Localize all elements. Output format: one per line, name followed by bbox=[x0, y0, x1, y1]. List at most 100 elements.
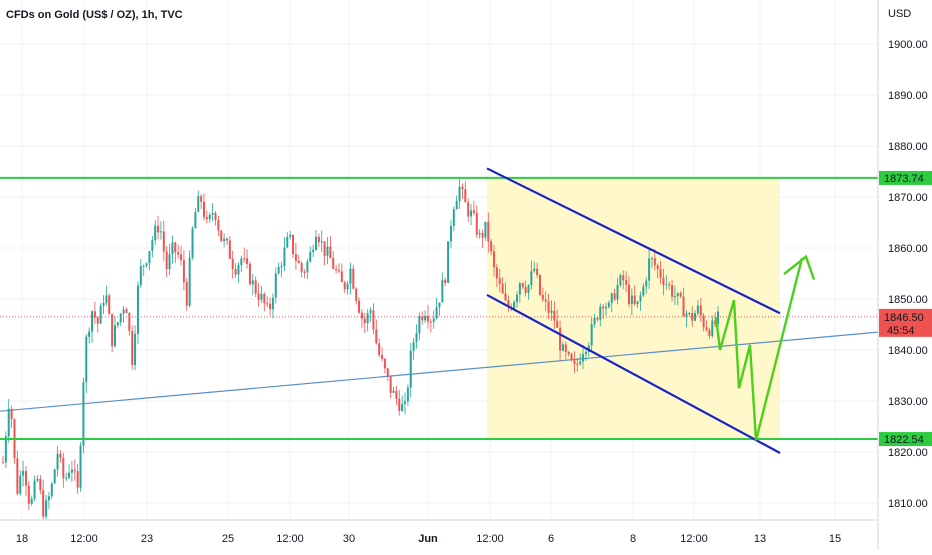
candle-body bbox=[421, 316, 424, 321]
candle-body bbox=[79, 445, 82, 488]
candle-body bbox=[717, 311, 719, 325]
candle-body bbox=[274, 273, 277, 298]
candle-body bbox=[231, 258, 234, 270]
candle-body bbox=[47, 496, 50, 501]
candle-body bbox=[645, 280, 648, 287]
channel-lower-line[interactable] bbox=[486, 293, 781, 454]
current-price-tag bbox=[879, 308, 932, 337]
candle-body bbox=[688, 313, 691, 315]
candle-body bbox=[286, 237, 289, 248]
candle-body bbox=[326, 246, 329, 256]
candle-body bbox=[636, 301, 639, 304]
projection-path[interactable] bbox=[714, 257, 804, 441]
candle-body bbox=[613, 293, 616, 300]
candle-body bbox=[602, 306, 605, 309]
candle-body bbox=[165, 251, 168, 270]
channel-highlight bbox=[487, 177, 780, 440]
candle-body bbox=[349, 268, 352, 284]
time-axis[interactable]: 18 12:00 23 25 12:00 30 Jun 12:00 6 8 12:00 13 15 bbox=[0, 519, 878, 545]
price-axis[interactable]: 1900.00 1890.00 1880.00 1870.00 1860.00 1850.… bbox=[877, 0, 928, 550]
candle-body bbox=[556, 320, 559, 328]
candle-body bbox=[432, 318, 435, 322]
candle-body bbox=[570, 354, 573, 361]
candle-body bbox=[312, 249, 315, 252]
candle-body bbox=[194, 211, 197, 229]
candle-body bbox=[154, 225, 157, 241]
candle-body bbox=[481, 232, 484, 238]
candle-body bbox=[369, 310, 372, 314]
candle-body bbox=[579, 361, 582, 364]
candle-body bbox=[685, 313, 688, 317]
time-tick-label: 23 bbox=[141, 533, 153, 545]
candle-body bbox=[576, 363, 579, 365]
candle-body bbox=[228, 240, 231, 259]
candle-body bbox=[200, 196, 203, 202]
candle-body bbox=[234, 269, 237, 275]
candles bbox=[2, 178, 719, 520]
candle-body bbox=[538, 274, 541, 295]
candle-body bbox=[495, 267, 498, 279]
candle-body bbox=[656, 265, 659, 269]
candle-body bbox=[73, 469, 76, 472]
candle-body bbox=[237, 265, 240, 275]
candle-body bbox=[108, 295, 111, 315]
price-tick-label: 1860.00 bbox=[888, 243, 928, 255]
candle-body bbox=[458, 186, 461, 202]
candle-body bbox=[96, 317, 99, 324]
candle-body bbox=[257, 293, 260, 300]
candle-body bbox=[297, 260, 300, 263]
candle-body bbox=[619, 275, 622, 286]
candle-body bbox=[714, 320, 717, 325]
time-tick-label: 8 bbox=[630, 533, 636, 545]
candle-body bbox=[398, 398, 401, 411]
candle-body bbox=[27, 485, 30, 504]
candle-body bbox=[435, 307, 438, 319]
candle-body bbox=[493, 251, 496, 268]
candle-body bbox=[45, 500, 48, 517]
candle-body bbox=[444, 279, 447, 283]
candle-body bbox=[533, 268, 536, 272]
candle-body bbox=[386, 368, 389, 377]
candle-body bbox=[665, 284, 668, 286]
candle-body bbox=[289, 234, 292, 238]
candle-body bbox=[504, 293, 507, 301]
channel-upper-line[interactable] bbox=[486, 167, 781, 315]
candle-body bbox=[559, 327, 562, 351]
candle-body bbox=[128, 313, 131, 331]
candle-body bbox=[248, 263, 251, 285]
price-tick-label: 1810.00 bbox=[888, 498, 928, 510]
candle-body bbox=[642, 286, 645, 296]
candle-body bbox=[174, 242, 177, 253]
candle-body bbox=[62, 457, 65, 479]
candle-body bbox=[668, 284, 671, 286]
price-tick-label: 1830.00 bbox=[888, 396, 928, 408]
candle-body bbox=[699, 305, 702, 316]
candle-body bbox=[168, 254, 171, 270]
candle-body bbox=[662, 277, 665, 286]
time-tick-label: 12:00 bbox=[70, 533, 98, 545]
candle-body bbox=[464, 189, 467, 203]
trend-line[interactable] bbox=[0, 331, 879, 412]
candle-body bbox=[111, 314, 114, 347]
candle-body bbox=[708, 330, 711, 336]
time-tick-label: 12:00 bbox=[276, 533, 304, 545]
candle-body bbox=[682, 296, 685, 317]
candle-body bbox=[131, 330, 134, 366]
candle-body bbox=[76, 471, 79, 488]
candle-body bbox=[676, 292, 679, 297]
candle-body bbox=[418, 316, 421, 334]
candle-body bbox=[550, 310, 553, 313]
candle-body bbox=[317, 236, 320, 243]
candle-body bbox=[214, 212, 217, 221]
candle-body bbox=[93, 311, 96, 318]
level-price-tag bbox=[879, 432, 932, 447]
candle-body bbox=[203, 201, 206, 218]
candle-body bbox=[171, 242, 174, 255]
candle-body bbox=[639, 295, 642, 302]
candle-body bbox=[102, 303, 105, 306]
candle-body bbox=[266, 303, 269, 305]
candle-body bbox=[561, 344, 564, 351]
